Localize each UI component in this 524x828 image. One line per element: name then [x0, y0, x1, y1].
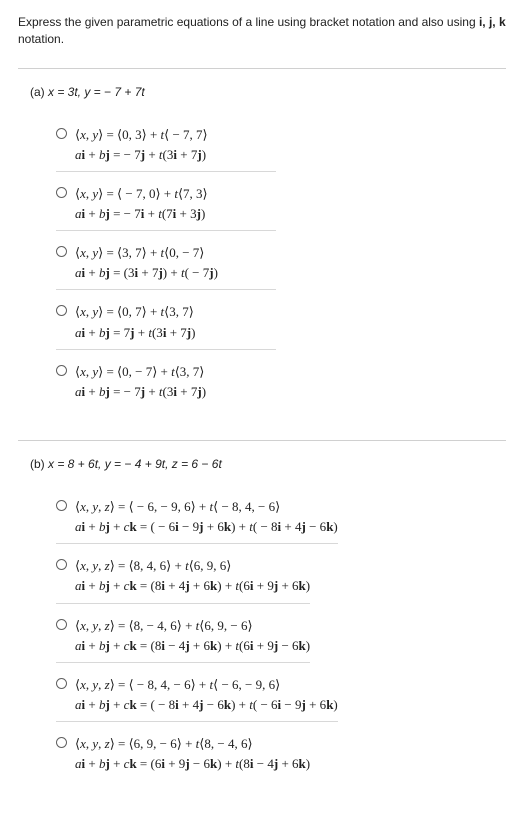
option-math: ⟨x, y⟩ = ⟨ − 7, 0⟩ + t⟨7, 3⟩ ai + bj = −… [75, 184, 208, 224]
option-math: ⟨x, y, z⟩ = ⟨ − 6, − 9, 6⟩ + t⟨ − 8, 4, … [75, 497, 338, 537]
option-math: ⟨x, y, z⟩ = ⟨8, 4, 6⟩ + t⟨6, 9, 6⟩ ai + … [75, 556, 310, 596]
radio-icon[interactable] [56, 305, 67, 316]
instruction-post: notation. [18, 32, 64, 46]
radio-icon[interactable] [56, 246, 67, 257]
radio-icon[interactable] [56, 737, 67, 748]
part-a-prefix: (a) [30, 85, 48, 99]
part-b-label: (b) x = 8 + 6t, y = − 4 + 9t, z = 6 − 6t [30, 457, 506, 471]
radio-icon[interactable] [56, 559, 67, 570]
option-b3[interactable]: ⟨x, y, z⟩ = ⟨8, − 4, 6⟩ + t⟨6, 9, − 6⟩ a… [56, 616, 310, 663]
part-a-label: (a) x = 3t, y = − 7 + 7t [30, 85, 506, 99]
radio-icon[interactable] [56, 365, 67, 376]
option-b1[interactable]: ⟨x, y, z⟩ = ⟨ − 6, − 9, 6⟩ + t⟨ − 8, 4, … [56, 497, 338, 544]
part-b: (b) x = 8 + 6t, y = − 4 + 9t, z = 6 − 6t… [18, 441, 506, 796]
option-a3[interactable]: ⟨x, y⟩ = ⟨3, 7⟩ + t⟨0, − 7⟩ ai + bj = (3… [56, 243, 276, 290]
option-math: ⟨x, y⟩ = ⟨0, 7⟩ + t⟨3, 7⟩ ai + bj = 7j +… [75, 302, 195, 342]
radio-icon[interactable] [56, 128, 67, 139]
option-b5[interactable]: ⟨x, y, z⟩ = ⟨6, 9, − 6⟩ + t⟨8, − 4, 6⟩ a… [56, 734, 310, 780]
option-math: ⟨x, y, z⟩ = ⟨8, − 4, 6⟩ + t⟨6, 9, − 6⟩ a… [75, 616, 310, 656]
option-b2[interactable]: ⟨x, y, z⟩ = ⟨8, 4, 6⟩ + t⟨6, 9, 6⟩ ai + … [56, 556, 310, 603]
option-b4[interactable]: ⟨x, y, z⟩ = ⟨ − 8, 4, − 6⟩ + t⟨ − 6, − 9… [56, 675, 338, 722]
radio-icon[interactable] [56, 678, 67, 689]
option-math: ⟨x, y⟩ = ⟨3, 7⟩ + t⟨0, − 7⟩ ai + bj = (3… [75, 243, 218, 283]
instruction-text: Express the given parametric equations o… [18, 14, 506, 48]
part-b-prefix: (b) [30, 457, 48, 471]
option-a1[interactable]: ⟨x, y⟩ = ⟨0, 3⟩ + t⟨ − 7, 7⟩ ai + bj = −… [56, 125, 276, 172]
option-math: ⟨x, y⟩ = ⟨0, 3⟩ + t⟨ − 7, 7⟩ ai + bj = −… [75, 125, 208, 165]
part-a: (a) x = 3t, y = − 7 + 7t ⟨x, y⟩ = ⟨0, 3⟩… [18, 69, 506, 424]
option-a2[interactable]: ⟨x, y⟩ = ⟨ − 7, 0⟩ + t⟨7, 3⟩ ai + bj = −… [56, 184, 276, 231]
option-math: ⟨x, y⟩ = ⟨0, − 7⟩ + t⟨3, 7⟩ ai + bj = − … [75, 362, 206, 402]
radio-icon[interactable] [56, 187, 67, 198]
part-b-eqn: x = 8 + 6t, y = − 4 + 9t, z = 6 − 6t [48, 457, 222, 471]
radio-icon[interactable] [56, 619, 67, 630]
option-math: ⟨x, y, z⟩ = ⟨ − 8, 4, − 6⟩ + t⟨ − 6, − 9… [75, 675, 338, 715]
option-math: ⟨x, y, z⟩ = ⟨6, 9, − 6⟩ + t⟨8, − 4, 6⟩ a… [75, 734, 310, 774]
instruction-pre: Express the given parametric equations o… [18, 15, 479, 29]
instruction-vecs: i, j, k [479, 15, 506, 29]
part-a-eqn: x = 3t, y = − 7 + 7t [48, 85, 145, 99]
option-a5[interactable]: ⟨x, y⟩ = ⟨0, − 7⟩ + t⟨3, 7⟩ ai + bj = − … [56, 362, 276, 408]
radio-icon[interactable] [56, 500, 67, 511]
spacer [18, 424, 506, 440]
page-container: Express the given parametric equations o… [0, 0, 524, 816]
option-a4[interactable]: ⟨x, y⟩ = ⟨0, 7⟩ + t⟨3, 7⟩ ai + bj = 7j +… [56, 302, 276, 349]
